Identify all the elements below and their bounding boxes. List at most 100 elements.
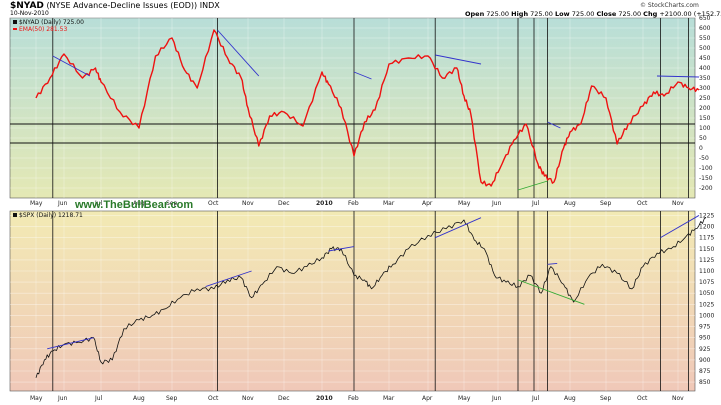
nyad-y-tick-label: 600	[699, 25, 711, 32]
spx-data-point	[550, 266, 551, 267]
nyad-data-point	[354, 156, 355, 157]
spx-data-point	[152, 315, 153, 316]
nyad-data-point	[606, 98, 607, 99]
spx-data-point	[291, 273, 292, 274]
nyad-x-tick-label: May	[30, 200, 43, 207]
spx-data-point	[165, 308, 166, 309]
spx-data-point	[371, 288, 372, 289]
symbol: $NYAD	[10, 1, 44, 11]
open-label: Open	[465, 10, 485, 18]
nyad-x-tick-label: Oct	[637, 200, 648, 207]
nyad-y-tick-label: -200	[699, 185, 713, 192]
nyad-y-tick-label: -50	[699, 155, 709, 162]
spx-data-point	[251, 297, 252, 298]
nyad-data-point	[580, 124, 581, 125]
spx-data-point	[331, 248, 332, 249]
nyad-y-tick-label: 500	[699, 45, 711, 52]
spx-x-tick-label: 2010	[316, 395, 333, 402]
spx-data-point	[52, 351, 53, 352]
spx-data-point	[112, 359, 113, 360]
nyad-data-point	[456, 68, 457, 69]
nyad-data-point	[36, 98, 37, 99]
nyad-x-tick-label: Nov	[672, 200, 684, 207]
spx-x-tick-label: Oct	[208, 395, 219, 402]
spx-data-point	[354, 275, 355, 276]
nyad-data-point	[464, 96, 465, 97]
spx-data-point	[408, 248, 409, 249]
spx-x-tick-label: Feb	[348, 395, 359, 402]
spx-legend-swatch	[13, 213, 17, 217]
spx-data-point	[657, 253, 658, 254]
spx-data-point	[494, 275, 495, 276]
nyad-data-point	[197, 88, 198, 89]
nyad-trendline	[353, 71, 372, 80]
nyad-y-tick-label: 350	[699, 75, 711, 82]
nyad-data-point	[538, 164, 539, 165]
nyad-data-point	[172, 38, 173, 39]
nyad-data-point	[408, 58, 409, 59]
spx-data-point	[44, 359, 45, 360]
spx-x-tick-label: Oct	[637, 395, 648, 402]
spx-data-point	[364, 279, 365, 280]
nyad-data-point	[442, 78, 443, 79]
nyad-data-point	[328, 84, 329, 85]
ohlc-readout: Open 725.00 High 725.00 Low 725.00 Close…	[465, 10, 721, 18]
nyad-data-point	[248, 108, 249, 109]
nyad-data-point	[155, 56, 156, 57]
nyad-x-tick-label: Nov	[242, 200, 254, 207]
spx-data-point	[685, 237, 686, 238]
nyad-x-tick-label: Feb	[348, 200, 359, 207]
nyad-data-point	[50, 78, 51, 79]
spx-data-point	[695, 228, 696, 229]
spx-data-point	[530, 275, 531, 276]
spx-x-tick-label: Aug	[564, 395, 576, 402]
nyad-trendline	[217, 29, 260, 77]
spx-trendline	[47, 337, 94, 350]
nyad-data-point	[678, 82, 679, 83]
nyad-data-point	[526, 124, 527, 125]
spx-data-point	[197, 288, 198, 289]
chart-title: $NYAD (NYSE Advance-Decline Issues (EOD)…	[10, 1, 220, 11]
nyad-data-point	[591, 86, 592, 87]
nyad-x-tick-label: Dec	[278, 200, 290, 207]
nyad-data-point	[184, 70, 185, 71]
chart-header: $NYAD (NYSE Advance-Decline Issues (EOD)…	[0, 0, 721, 18]
nyad-x-tick-label: Aug	[564, 200, 576, 207]
nyad-data-point	[428, 56, 429, 57]
spx-x-tick-label: May	[30, 395, 43, 402]
spx-data-point	[541, 293, 542, 294]
nyad-data-point	[139, 128, 140, 129]
nyad-data-point	[101, 82, 102, 83]
nyad-data-point	[688, 88, 689, 89]
spx-data-point	[573, 302, 574, 303]
open-value: 725.00	[486, 10, 510, 18]
nyad-data-point	[643, 106, 644, 107]
spx-y-tick-label: 1125	[699, 257, 714, 264]
spx-panel	[9, 210, 696, 392]
spx-data-point	[262, 284, 263, 285]
nyad-trendline	[52, 55, 91, 77]
high-value: 725.00	[530, 10, 553, 18]
spx-data-point	[276, 266, 277, 267]
spx-x-tick-label: Sep	[600, 395, 612, 402]
nyad-data-point	[554, 182, 555, 183]
spx-data-point	[123, 328, 124, 329]
nyad-x-tick-label: Jul	[531, 200, 540, 207]
nyad-data-point	[64, 54, 65, 55]
nyad-y-tick-label: 0	[699, 145, 703, 152]
nyad-trendline	[547, 121, 561, 129]
nyad-data-point	[322, 72, 323, 73]
spx-trendline	[435, 217, 482, 239]
nyad-data-point	[563, 148, 564, 149]
spx-x-tick-label: Dec	[278, 395, 290, 402]
spx-y-tick-label: 925	[699, 346, 711, 353]
nyad-x-tick-label: 2010	[316, 200, 333, 207]
nyad-data-point	[95, 68, 96, 69]
close-value: 725.00	[618, 10, 642, 18]
nyad-data-point	[284, 112, 285, 113]
symbol-description: (NYSE Advance-Decline Issues (EOD))	[46, 1, 198, 10]
spx-data-point	[602, 264, 603, 265]
nyad-x-tick-label: Aug	[133, 200, 145, 207]
nyad-data-point	[303, 126, 304, 127]
